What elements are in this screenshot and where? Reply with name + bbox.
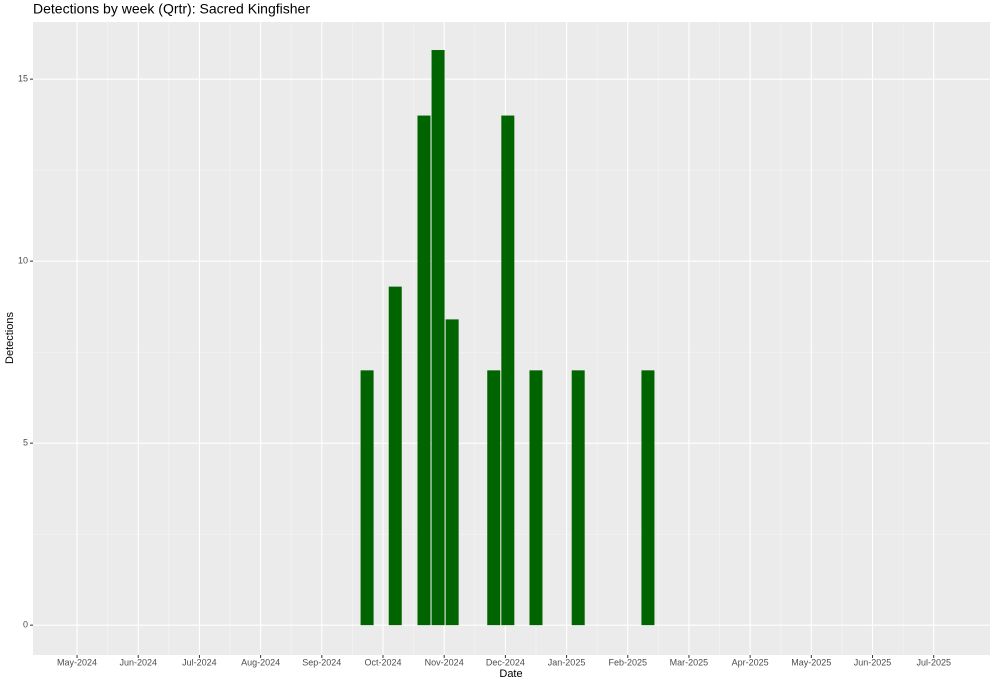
bar [501, 115, 515, 626]
x-tick-label: Dec-2024 [486, 657, 525, 667]
y-tick-label: 5 [23, 438, 28, 448]
bar [571, 370, 585, 626]
x-tick-label: Nov-2024 [425, 657, 464, 667]
y-tick-label: 15 [18, 74, 28, 84]
y-axis-label: Detections [4, 312, 16, 364]
bar [487, 370, 501, 626]
bar [431, 50, 445, 626]
x-tick-label: Feb-2025 [608, 657, 647, 667]
chart-title: Detections by week (Qrtr): Sacred Kingfi… [33, 1, 310, 17]
x-tick-label: Jan-2025 [548, 657, 586, 667]
bar [360, 370, 374, 626]
bar [445, 319, 459, 626]
bar [417, 115, 431, 626]
x-tick-label: May-2024 [57, 657, 97, 667]
x-tick-label: May-2025 [791, 657, 831, 667]
x-axis-label: Date [499, 668, 522, 680]
bar [641, 370, 655, 626]
x-tick-label: Jul-2025 [916, 657, 951, 667]
x-tick-label: Jun-2025 [854, 657, 892, 667]
x-tick-label: Jul-2024 [182, 657, 217, 667]
bar [529, 370, 543, 626]
x-tick-label: Mar-2025 [670, 657, 709, 667]
y-tick-label: 10 [18, 256, 28, 266]
x-tick-label: Oct-2024 [364, 657, 401, 667]
x-tick-label: Aug-2024 [241, 657, 280, 667]
x-tick-label: Jun-2024 [119, 657, 157, 667]
x-tick-label: Sep-2024 [302, 657, 341, 667]
y-tick-label: 0 [23, 620, 28, 630]
x-tick-label: Apr-2025 [732, 657, 769, 667]
bar [388, 286, 402, 626]
